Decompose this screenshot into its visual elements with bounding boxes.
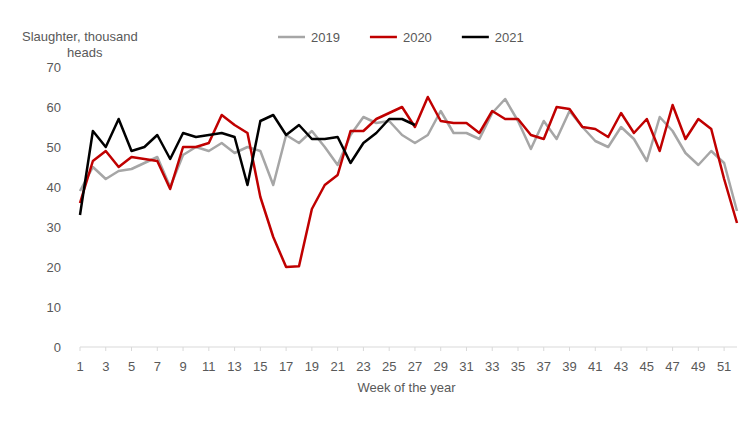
legend-label: 2020 (403, 30, 432, 45)
x-tick-label: 1 (76, 359, 83, 374)
x-tick-label: 51 (717, 359, 731, 374)
x-tick (543, 347, 544, 351)
x-axis-label: Week of the year (357, 380, 456, 395)
y-axis-label-line: Slaughter, thousand (22, 29, 138, 44)
x-tick-label: 25 (382, 359, 396, 374)
x-tick-label: 31 (459, 359, 473, 374)
y-axis-label-line: heads (67, 45, 103, 60)
y-tick-label: 10 (47, 300, 61, 315)
x-tick-label: 27 (408, 359, 422, 374)
x-tick (698, 347, 699, 351)
x-tick-label: 49 (691, 359, 705, 374)
legend-label: 2019 (311, 30, 340, 45)
x-tick-label: 15 (253, 359, 267, 374)
x-tick (208, 347, 209, 351)
x-tick (80, 347, 81, 351)
x-tick (337, 347, 338, 351)
y-tick-label: 70 (47, 60, 61, 75)
x-tick (414, 347, 415, 351)
legend-swatch (462, 36, 489, 39)
x-tick-label: 19 (305, 359, 319, 374)
legend-label: 2021 (495, 30, 524, 45)
x-tick (518, 347, 519, 351)
x-tick-label: 21 (330, 359, 344, 374)
x-tick (646, 347, 647, 351)
x-tick (260, 347, 261, 351)
x-tick (724, 347, 725, 351)
x-axis-line (80, 347, 737, 348)
chart: 0102030405060701357911131517192123252729… (0, 0, 750, 422)
x-tick-label: 33 (485, 359, 499, 374)
x-tick-label: 11 (202, 359, 216, 374)
x-tick (389, 347, 390, 351)
x-tick (672, 347, 673, 351)
x-tick (311, 347, 312, 351)
x-tick-label: 45 (640, 359, 654, 374)
y-tick-label: 40 (47, 180, 61, 195)
series-line (80, 115, 415, 215)
x-tick-label: 17 (279, 359, 293, 374)
y-axis-label: Slaughter, thousandheads (22, 29, 138, 60)
x-tick (131, 347, 132, 351)
x-tick (363, 347, 364, 351)
x-tick-label: 39 (562, 359, 576, 374)
y-tick-label: 50 (47, 140, 61, 155)
y-tick-label: 0 (54, 340, 61, 355)
x-tick-label: 9 (179, 359, 186, 374)
x-tick (234, 347, 235, 351)
x-tick (569, 347, 570, 351)
x-tick-label: 35 (511, 359, 525, 374)
legend-swatch (370, 36, 397, 39)
x-tick-label: 41 (588, 359, 602, 374)
x-tick (621, 347, 622, 351)
x-tick-label: 23 (356, 359, 370, 374)
x-tick-label: 3 (102, 359, 109, 374)
y-tick-label: 60 (47, 100, 61, 115)
y-tick-label: 20 (47, 260, 61, 275)
x-tick (286, 347, 287, 351)
y-tick-label: 30 (47, 220, 61, 235)
x-tick (492, 347, 493, 351)
x-tick (595, 347, 596, 351)
x-tick (183, 347, 184, 351)
x-tick-label: 29 (433, 359, 447, 374)
x-tick-label: 43 (614, 359, 628, 374)
x-tick-label: 7 (154, 359, 161, 374)
x-tick-label: 47 (665, 359, 679, 374)
x-tick (440, 347, 441, 351)
x-tick (105, 347, 106, 351)
x-tick-label: 37 (537, 359, 551, 374)
series-line (80, 97, 737, 267)
x-tick (466, 347, 467, 351)
plot-area (80, 97, 737, 267)
x-tick-label: 13 (227, 359, 241, 374)
x-tick-label: 5 (128, 359, 135, 374)
x-tick (157, 347, 158, 351)
legend-swatch (278, 36, 305, 39)
